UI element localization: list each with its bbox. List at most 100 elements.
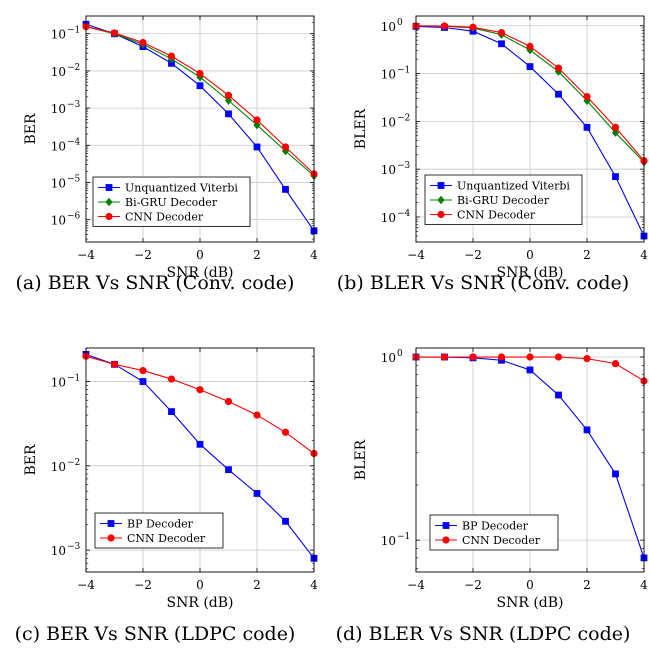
- y-tick-label: 10: [381, 68, 396, 82]
- x-tick-label: 0: [196, 248, 204, 262]
- data-point: [253, 143, 261, 151]
- data-point: [281, 428, 290, 436]
- x-tick-label: 2: [253, 578, 261, 592]
- data-point: [139, 366, 147, 375]
- y-tick-exponent: −3: [67, 542, 81, 552]
- y-axis-label: BER: [23, 444, 39, 476]
- y-tick-exponent: −3: [397, 161, 411, 171]
- legend-entry: CNN Decoder: [125, 211, 204, 224]
- data-point: [497, 28, 506, 37]
- data-point: [526, 45, 534, 55]
- y-tick-label: 10: [51, 176, 66, 190]
- subfigure-caption: (c) BER Vs SNR (LDPC code): [15, 623, 296, 645]
- plot-frame: [85, 347, 315, 573]
- data-point: [168, 59, 175, 67]
- legend-marker: [105, 184, 113, 191]
- data-point: [282, 517, 289, 525]
- data-point: [611, 123, 620, 131]
- x-tick-label: 4: [310, 578, 318, 592]
- y-tick-exponent: −1: [397, 532, 410, 542]
- y-tick-label: 10: [381, 20, 396, 34]
- x-tick-label: −4: [407, 248, 425, 262]
- data-point: [583, 92, 591, 101]
- data-point: [196, 82, 204, 90]
- data-point: [224, 397, 233, 406]
- y-tick-label: 10: [51, 214, 66, 228]
- x-tick-label: 0: [196, 578, 204, 592]
- data-point: [526, 353, 534, 361]
- data-point: [281, 143, 290, 151]
- legend-entry: Bi-GRU Decoder: [457, 194, 550, 207]
- y-tick-exponent: −4: [67, 137, 81, 147]
- y-tick-label: 10: [51, 139, 66, 153]
- data-point: [253, 116, 261, 124]
- data-point: [225, 466, 232, 474]
- legend-marker: [105, 197, 113, 207]
- data-point: [612, 470, 619, 478]
- subfigure-caption: (b) BLER Vs SNR (Conv. code): [337, 272, 629, 294]
- y-tick-label: 10: [381, 211, 396, 225]
- subfigure-caption: (a) BER Vs SNR (Conv. code): [16, 272, 295, 294]
- y-tick-label: 10: [51, 102, 66, 116]
- x-tick-label: −4: [407, 578, 425, 592]
- data-point: [253, 411, 261, 419]
- y-tick-exponent: −2: [67, 458, 80, 468]
- x-axis-label: SNR (dB): [166, 595, 233, 611]
- data-point: [583, 123, 591, 131]
- data-point: [196, 69, 204, 78]
- data-point: [110, 360, 119, 368]
- x-tick-label: −4: [77, 248, 95, 262]
- data-point: [526, 63, 534, 70]
- legend-marker: [442, 522, 450, 529]
- data-point: [282, 185, 289, 193]
- data-point: [498, 40, 505, 48]
- data-point: [139, 378, 147, 385]
- data-point: [555, 391, 562, 399]
- data-point: [469, 23, 477, 31]
- x-tick-label: −4: [77, 578, 95, 592]
- x-axis-label: SNR (dB): [496, 265, 563, 281]
- x-tick-label: 4: [310, 248, 318, 262]
- legend-marker: [107, 520, 115, 527]
- y-tick-label: 10: [381, 534, 396, 548]
- y-tick-exponent: −1: [67, 374, 80, 384]
- y-tick-exponent: −2: [397, 113, 410, 123]
- data-point: [224, 91, 233, 99]
- data-point: [196, 386, 204, 394]
- legend-entry: Bi-GRU Decoder: [125, 196, 218, 209]
- data-point: [196, 440, 204, 448]
- data-point: [554, 353, 563, 361]
- y-tick-exponent: 0: [397, 18, 403, 28]
- series-cnn-decoder: [412, 353, 648, 385]
- x-tick-label: 2: [253, 248, 261, 262]
- data-point: [526, 42, 534, 51]
- data-point: [611, 128, 620, 137]
- data-point: [612, 173, 619, 180]
- chart-panel-1: −4 −2 0 2 410−110−210−310−410−510 −6Unquantiz…: [16, 15, 318, 294]
- x-tick-label: −2: [134, 248, 152, 262]
- x-tick-label: 4: [640, 248, 648, 262]
- data-point: [168, 408, 175, 415]
- y-tick-exponent: 0: [397, 349, 403, 359]
- legend-marker: [437, 195, 445, 205]
- y-tick-exponent: −4: [397, 209, 411, 219]
- y-tick-label: 10: [381, 351, 396, 365]
- y-tick-label: 10: [51, 376, 66, 390]
- y-axis-label: BLER: [353, 108, 369, 149]
- legend-marker: [437, 182, 445, 189]
- y-tick-exponent: −1: [397, 66, 410, 76]
- data-point: [253, 490, 261, 497]
- legend-entry: CNN Decoder: [457, 209, 536, 222]
- y-tick-label: 10: [51, 460, 66, 474]
- y-tick-exponent: −5: [67, 174, 81, 184]
- plot-frame: [85, 15, 315, 243]
- y-tick-label: 10: [51, 544, 66, 558]
- series-cnn-decoder: [412, 22, 648, 165]
- legend-entry: CNN Decoder: [127, 532, 206, 545]
- legend-marker: [437, 210, 445, 219]
- data-point: [469, 353, 477, 361]
